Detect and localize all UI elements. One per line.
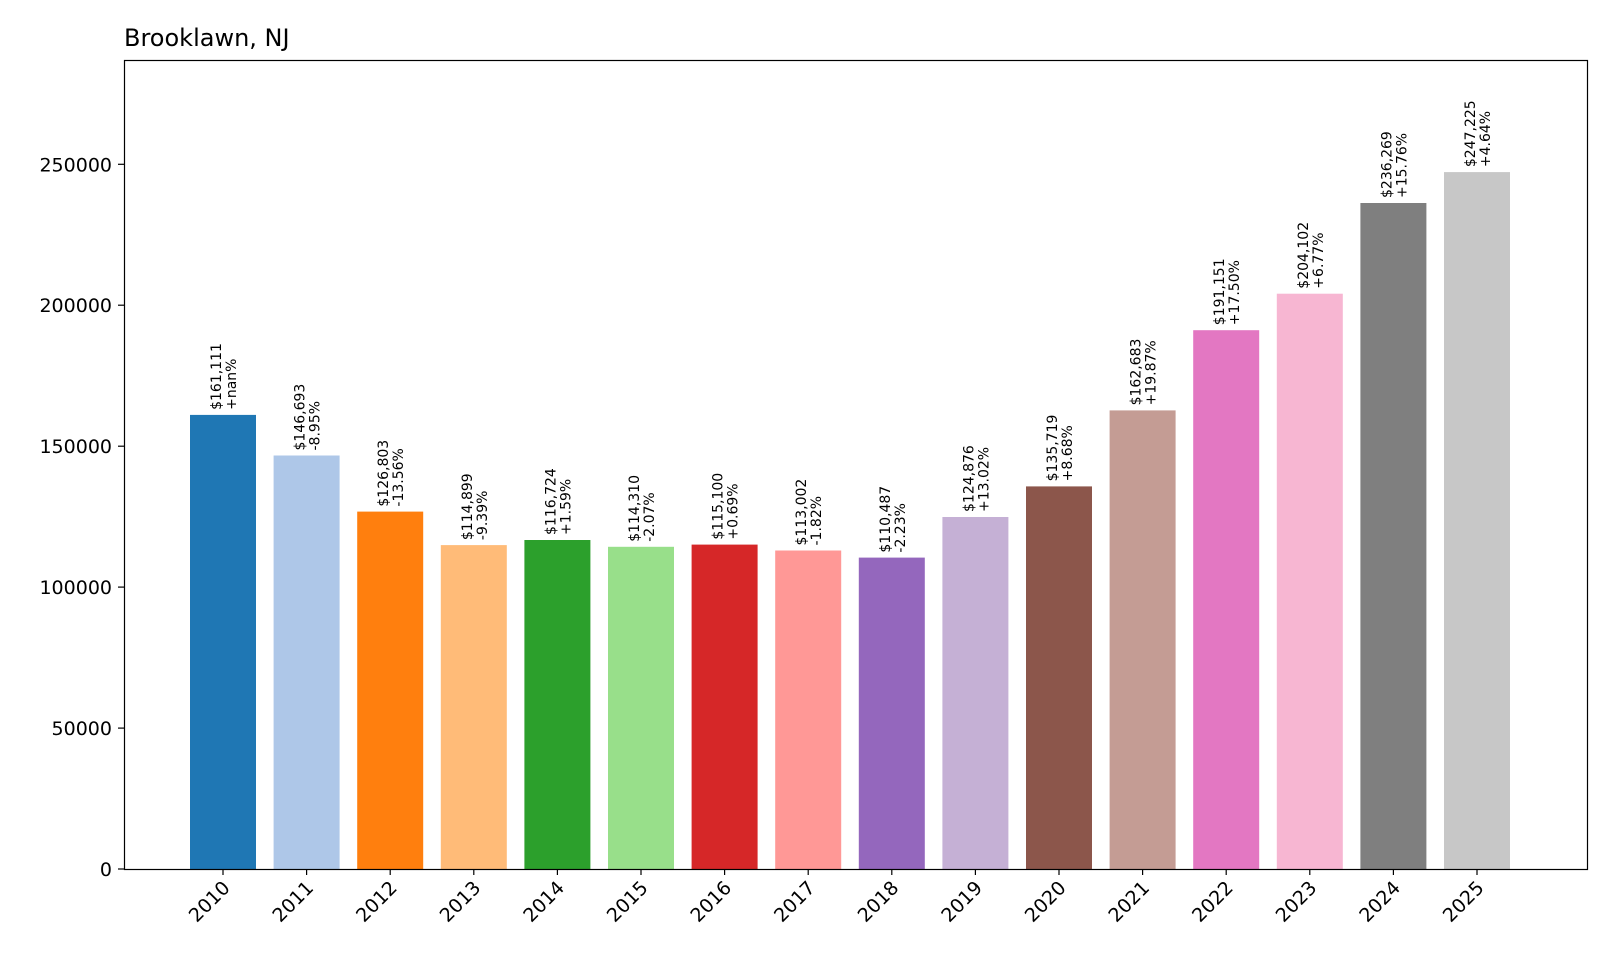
bar-2014: [524, 540, 591, 869]
bar-label-2022: $191,151+17.50%: [1212, 258, 1243, 325]
bar-2011: [273, 455, 340, 869]
bar-label-2017: $113,002-1.82%: [794, 479, 825, 546]
bar-label-2023: $204,102+6.77%: [1296, 222, 1327, 289]
bar-value-label: $191,151: [1212, 258, 1228, 325]
bar-change-label: +6.77%: [1311, 232, 1327, 288]
bars-group: [190, 172, 1510, 870]
y-tick-label-250000: 250000: [39, 154, 112, 176]
bar-change-label: -1.82%: [809, 496, 825, 546]
bar-value-label: $110,487: [878, 486, 894, 553]
bar-label-2025: $247,225+4.64%: [1463, 100, 1494, 167]
bar-label-2019: $124,876+13.02%: [961, 445, 992, 512]
bar-value-label: $115,100: [711, 473, 727, 540]
bar-change-label: +15.76%: [1394, 133, 1410, 198]
bar-change-label: -13.56%: [391, 448, 407, 506]
y-axis: 0 50000 100000 150000 200000 250000: [39, 154, 124, 881]
y-tick-label-200000: 200000: [39, 295, 112, 317]
bar-2015: [608, 546, 674, 869]
chart-title: Brooklawn, NJ: [124, 24, 290, 52]
bar-value-label: $116,724: [543, 468, 559, 535]
bar-change-label: +0.69%: [726, 483, 742, 539]
bar-value-label: $124,876: [961, 445, 977, 512]
bar-change-label: -9.39%: [475, 491, 491, 541]
bar-value-label: $247,225: [1463, 100, 1479, 167]
bar-2013: [440, 545, 507, 869]
plot-frame: [123, 59, 1589, 871]
bar-value-label: $113,002: [794, 479, 810, 546]
bar-change-label: +1.59%: [558, 479, 574, 535]
bar-value-label: $114,899: [460, 473, 476, 540]
bar-value-label: $146,693: [293, 384, 309, 451]
bar-label-2014: $116,724+1.59%: [543, 468, 574, 535]
bar-label-2020: $135,719+8.68%: [1045, 415, 1076, 482]
bar-change-label: +17.50%: [1227, 260, 1243, 325]
bar-2016: [691, 544, 758, 869]
bar-label-2021: $162,683+19.87%: [1129, 339, 1160, 406]
bar-change-label: -8.95%: [308, 401, 324, 451]
y-tick-label-150000: 150000: [39, 436, 112, 458]
y-tick-label-50000: 50000: [52, 718, 112, 740]
bar-label-2011: $146,693-8.95%: [293, 384, 324, 451]
bar-change-label: -2.23%: [893, 503, 909, 553]
bar-2022: [1193, 330, 1260, 869]
bar-2018: [858, 557, 925, 869]
bar-change-label: +13.02%: [976, 447, 992, 512]
bar-value-label: $126,803: [376, 440, 392, 507]
bar-2019: [942, 517, 1009, 869]
bar-label-2010: $161,111+nan%: [209, 343, 240, 410]
bar-value-label: $135,719: [1045, 415, 1061, 482]
bar-2010: [190, 414, 256, 869]
bar-change-label: +nan%: [224, 359, 240, 410]
y-tick-label-100000: 100000: [39, 577, 112, 599]
bar-change-label: +8.68%: [1060, 425, 1076, 481]
bar-value-label: $204,102: [1296, 222, 1312, 289]
bar-label-2024: $236,269+15.76%: [1379, 131, 1410, 198]
bar-label-2018: $110,487-2.23%: [878, 486, 909, 553]
bar-value-label: $162,683: [1129, 339, 1145, 406]
bar-label-2015: $114,310-2.07%: [627, 475, 658, 542]
bar-value-label: $161,111: [209, 343, 225, 410]
bar-label-2012: $126,803-13.56%: [376, 440, 407, 507]
bar-2024: [1360, 203, 1427, 869]
bar-2023: [1276, 293, 1343, 869]
bar-labels-group: $161,111+nan% $146,693-8.95% $126,803-13.5…: [209, 100, 1494, 552]
bar-2012: [357, 511, 424, 869]
bar-2025: [1444, 172, 1510, 870]
bar-change-label: -2.07%: [642, 492, 658, 542]
bar-label-2016: $115,100+0.69%: [711, 473, 742, 540]
bar-change-label: +19.87%: [1144, 340, 1160, 405]
bar-2020: [1026, 486, 1092, 869]
y-tick-label-0: 0: [100, 859, 112, 881]
bar-2017: [775, 550, 842, 869]
bar-value-label: $236,269: [1379, 131, 1395, 198]
bar-change-label: +4.64%: [1478, 111, 1494, 167]
bar-2021: [1109, 410, 1176, 869]
bar-value-label: $114,310: [627, 475, 643, 542]
bar-label-2013: $114,899-9.39%: [460, 473, 491, 540]
